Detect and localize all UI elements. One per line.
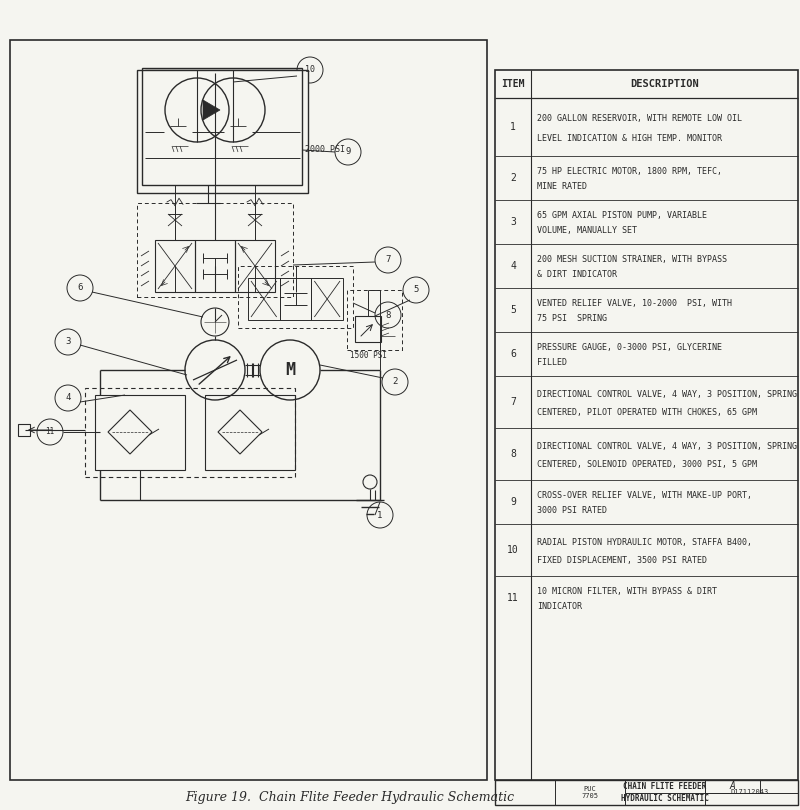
Bar: [347, 290, 402, 350]
Text: 200 GALLON RESERVOIR, WITH REMOTE LOW OIL: 200 GALLON RESERVOIR, WITH REMOTE LOW OI…: [537, 113, 742, 123]
Text: FIXED DISPLACEMENT, 3500 PSI RATED: FIXED DISPLACEMENT, 3500 PSI RATED: [537, 556, 707, 565]
Text: 6: 6: [78, 284, 82, 292]
Text: 3: 3: [510, 217, 516, 227]
Bar: [195, 240, 235, 292]
Text: Figure 19.  Chain Flite Feeder Hydraulic Schematic: Figure 19. Chain Flite Feeder Hydraulic …: [186, 791, 514, 804]
Polygon shape: [203, 100, 220, 120]
Text: PUC
7705: PUC 7705: [582, 786, 598, 799]
Text: CENTERED, SOLENOID OPERATED, 3000 PSI, 5 GPM: CENTERED, SOLENOID OPERATED, 3000 PSI, 5…: [537, 460, 757, 469]
Text: 2000 PSI: 2000 PSI: [305, 146, 345, 155]
Text: ITEM: ITEM: [502, 79, 525, 89]
Text: 65 GPM AXIAL PISTON PUMP, VARIABLE: 65 GPM AXIAL PISTON PUMP, VARIABLE: [537, 211, 707, 220]
Text: 8: 8: [510, 449, 516, 459]
Text: 3: 3: [66, 338, 70, 347]
Bar: [238, 266, 353, 328]
Circle shape: [363, 475, 377, 489]
Bar: [85, 388, 295, 477]
Text: 9: 9: [346, 147, 350, 156]
Text: 1500 PSI: 1500 PSI: [350, 352, 387, 360]
Text: 3000 PSI RATED: 3000 PSI RATED: [537, 506, 607, 515]
Text: CENTERED, PILOT OPERATED WITH CHOKES, 65 GPM: CENTERED, PILOT OPERATED WITH CHOKES, 65…: [537, 408, 757, 417]
Text: 11: 11: [46, 428, 54, 437]
Text: 8: 8: [386, 310, 390, 319]
Text: M: M: [285, 361, 295, 379]
Text: 9: 9: [510, 497, 516, 507]
Text: PRESSURE GAUGE, 0-3000 PSI, GLYCERINE: PRESSURE GAUGE, 0-3000 PSI, GLYCERINE: [537, 343, 722, 352]
Text: 6: 6: [510, 349, 516, 359]
Text: 1: 1: [378, 510, 382, 519]
Text: RADIAL PISTON HYDRAULIC MOTOR, STAFFA B400,: RADIAL PISTON HYDRAULIC MOTOR, STAFFA B4…: [537, 538, 752, 547]
Bar: [224, 118, 252, 150]
Bar: [228, 126, 248, 146]
Text: 1: 1: [510, 122, 516, 132]
Text: A: A: [729, 782, 735, 791]
Bar: [280, 278, 311, 320]
Bar: [311, 278, 343, 320]
Bar: [235, 240, 275, 292]
Bar: [495, 70, 798, 780]
Bar: [705, 780, 760, 792]
Text: 5: 5: [414, 285, 418, 295]
Text: 75 HP ELECTRIC MOTOR, 1800 RPM, TEFC,: 75 HP ELECTRIC MOTOR, 1800 RPM, TEFC,: [537, 167, 722, 176]
Text: LEVEL INDICATION & HIGH TEMP. MONITOR: LEVEL INDICATION & HIGH TEMP. MONITOR: [537, 134, 722, 143]
Text: 4: 4: [66, 394, 70, 403]
Text: 10 MICRON FILTER, WITH BYPASS & DIRT: 10 MICRON FILTER, WITH BYPASS & DIRT: [537, 587, 717, 596]
Text: VENTED RELIEF VALVE, 10-2000  PSI, WITH: VENTED RELIEF VALVE, 10-2000 PSI, WITH: [537, 299, 732, 308]
Text: 2: 2: [510, 173, 516, 183]
Text: VOLUME, MANUALLY SET: VOLUME, MANUALLY SET: [537, 226, 637, 235]
Text: & DIRT INDICATOR: & DIRT INDICATOR: [537, 271, 617, 279]
Text: DIRECTIONAL CONTROL VALVE, 4 WAY, 3 POSITION, SPRING: DIRECTIONAL CONTROL VALVE, 4 WAY, 3 POSI…: [537, 390, 797, 399]
Text: 5: 5: [510, 305, 516, 315]
Bar: [495, 780, 798, 805]
Text: 200 MESH SUCTION STRAINER, WITH BYPASS: 200 MESH SUCTION STRAINER, WITH BYPASS: [537, 255, 727, 264]
Bar: [164, 118, 192, 150]
Polygon shape: [203, 100, 220, 120]
Bar: [95, 395, 185, 470]
Bar: [142, 68, 302, 185]
Text: MINE RATED: MINE RATED: [537, 182, 587, 191]
Text: 4: 4: [510, 261, 516, 271]
Text: 10: 10: [305, 66, 315, 75]
Text: 7: 7: [510, 397, 516, 407]
Text: DIRECTIONAL CONTROL VALVE, 4 WAY, 3 POSITION, SPRING: DIRECTIONAL CONTROL VALVE, 4 WAY, 3 POSI…: [537, 441, 797, 450]
Text: 75 PSI  SPRING: 75 PSI SPRING: [537, 314, 607, 323]
Bar: [155, 240, 195, 292]
Bar: [145, 70, 300, 185]
Text: 11: 11: [507, 593, 519, 603]
Bar: [137, 70, 308, 193]
Bar: [248, 278, 280, 320]
Bar: [10, 40, 487, 780]
Text: CHAIN FLITE FEEDER: CHAIN FLITE FEEDER: [623, 782, 706, 791]
Text: DESCRIPTION: DESCRIPTION: [630, 79, 699, 89]
Bar: [137, 203, 293, 297]
Text: HYDRAULIC SCHEMATIC: HYDRAULIC SCHEMATIC: [621, 795, 709, 804]
Text: 2: 2: [392, 377, 398, 386]
Text: 10: 10: [507, 545, 519, 555]
Text: D17112043: D17112043: [731, 790, 769, 795]
Text: CROSS-OVER RELIEF VALVE, WITH MAKE-UP PORT,: CROSS-OVER RELIEF VALVE, WITH MAKE-UP PO…: [537, 491, 752, 500]
Text: INDICATOR: INDICATOR: [537, 603, 582, 612]
Text: 7: 7: [386, 255, 390, 265]
Bar: [18, 424, 30, 436]
Bar: [205, 395, 295, 470]
Bar: [168, 126, 188, 146]
Text: FILLED: FILLED: [537, 358, 567, 367]
Bar: [355, 316, 381, 342]
